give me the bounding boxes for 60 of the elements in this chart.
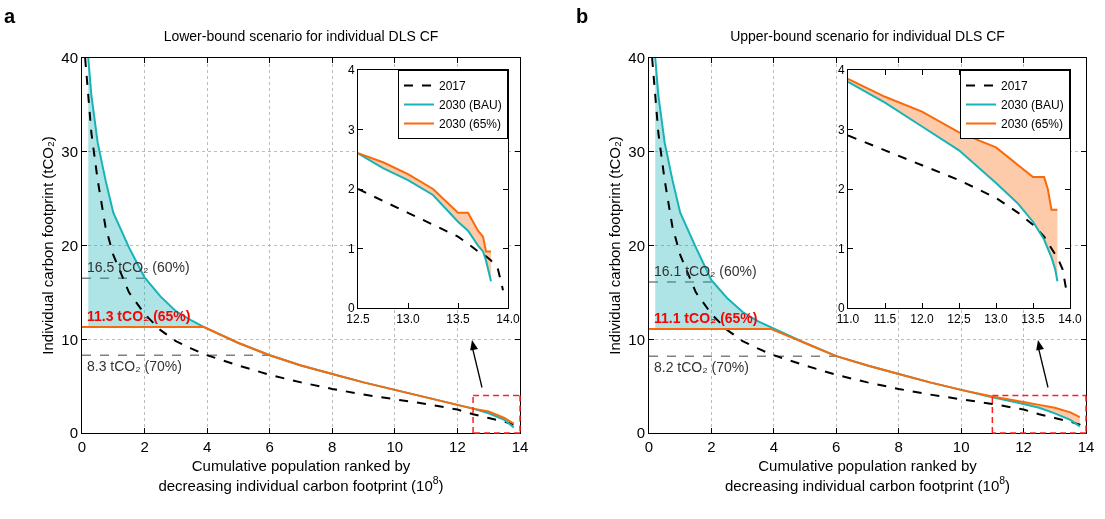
y-tick-label: 2 xyxy=(347,182,355,197)
text: b xyxy=(576,5,589,27)
x-tick-label: 6 xyxy=(265,438,274,455)
x-tick-label: 11.5 xyxy=(873,312,897,327)
y-tick-label: 2 xyxy=(837,182,845,197)
y-tick-label: 3 xyxy=(837,122,845,137)
x-tick-label: 14 xyxy=(511,438,529,455)
x-axis-title: Cumulative population ranked by decreasing individual carbon footprint (10$^{8}$) xyxy=(158,457,444,494)
y-tick-label: 0 xyxy=(636,424,645,442)
y-tick-label: 40 xyxy=(628,49,645,67)
x-tick-label: 13.0 xyxy=(984,312,1008,327)
x-tick-label: 12 xyxy=(449,438,466,455)
x-tick-label: 14 xyxy=(1077,438,1095,455)
legend-label: 2030 (BAU) xyxy=(1001,98,1064,113)
x-tick-label: 14.0 xyxy=(1058,312,1082,327)
legend-label: 2030 (65%) xyxy=(1001,117,1064,132)
y-tick-label: 0 xyxy=(69,424,78,442)
x-tick-label: 4 xyxy=(202,438,212,455)
y-tick-label: 4 xyxy=(347,63,355,78)
legend-label: 2017 xyxy=(1001,79,1029,94)
legend-label: 2030 (BAU) xyxy=(439,98,502,113)
x-tick-label: 2 xyxy=(140,438,149,455)
y-tick-label: 10 xyxy=(61,330,78,348)
y-tick-label: 10 xyxy=(628,330,645,348)
x-tick-label: 12 xyxy=(1015,438,1032,455)
x-tick-label: 12.0 xyxy=(910,312,934,327)
ref-line-label: 8.2 tCO₂ (70%) xyxy=(654,359,749,375)
y-tick-label: 3 xyxy=(347,122,355,137)
x-tick-label: 14.0 xyxy=(496,312,520,327)
x-tick-label: 10 xyxy=(386,438,404,455)
legend-label: 2017 xyxy=(439,79,467,94)
x-axis-title: Cumulative population ranked by decreasing individual carbon footprint (10$^{8}$) xyxy=(724,457,1011,494)
y-tick-label: 40 xyxy=(61,49,78,67)
x-tick-label: 8 xyxy=(328,438,337,455)
x-tick-label: 8 xyxy=(894,438,903,455)
annotation: 11.1 tCO₂ (65%) xyxy=(654,310,758,326)
x-tick-label: 6 xyxy=(832,438,841,455)
x-tick-label: 4 xyxy=(769,438,779,455)
chart-title: Lower-bound scenario for individual DLS CF xyxy=(163,27,439,44)
y-tick-label: 20 xyxy=(61,236,78,254)
y-tick-label: 4 xyxy=(837,63,845,78)
x-tick-label: 13.5 xyxy=(446,312,470,327)
text: a xyxy=(4,5,16,27)
x-tick-label: 13.5 xyxy=(1021,312,1045,327)
chart-title: Upper-bound scenario for individual DLS CF xyxy=(730,27,1005,44)
legend-label: 2030 (65%) xyxy=(439,117,502,132)
y-tick-label: 1 xyxy=(347,241,355,256)
x-tick-label: 10 xyxy=(952,438,970,455)
x-tick-label: 2 xyxy=(707,438,716,455)
x-tick-label: 13.0 xyxy=(396,312,420,327)
ref-line-label: 8.3 tCO₂ (70%) xyxy=(87,358,182,374)
x-tick-label: 11.0 xyxy=(836,312,860,327)
y-tick-label: 30 xyxy=(628,143,645,160)
y-axis-title: Individual carbon footprint (tCO₂) xyxy=(38,136,56,355)
y-axis-title: Individual carbon footprint (tCO₂) xyxy=(605,136,623,355)
x-tick-label: 12.5 xyxy=(346,312,370,327)
x-tick-label: 12.5 xyxy=(947,312,971,327)
y-tick-label: 30 xyxy=(61,143,78,160)
y-tick-label: 20 xyxy=(628,236,645,254)
y-tick-label: 1 xyxy=(837,241,845,256)
